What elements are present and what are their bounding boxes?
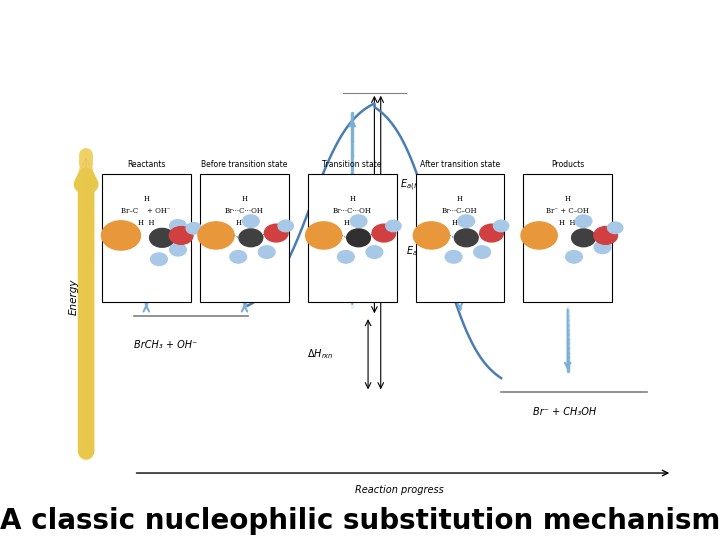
Circle shape: [243, 215, 259, 227]
Text: H  H: H H: [344, 219, 361, 227]
Circle shape: [594, 227, 618, 244]
Circle shape: [264, 224, 288, 242]
Text: A classic nucleophilic substitution mechanism: A classic nucleophilic substitution mech…: [0, 507, 720, 535]
Circle shape: [305, 222, 342, 249]
Circle shape: [170, 220, 186, 232]
Circle shape: [230, 251, 246, 263]
Circle shape: [572, 229, 595, 247]
Text: Transition state: Transition state: [323, 160, 382, 169]
Circle shape: [366, 246, 383, 258]
Bar: [415, 174, 504, 302]
Circle shape: [566, 251, 582, 263]
Circle shape: [198, 222, 234, 249]
Text: H  H: H H: [236, 219, 253, 227]
Circle shape: [338, 251, 354, 263]
Text: H  H: H H: [559, 219, 576, 227]
Text: Br···C···OH: Br···C···OH: [225, 207, 264, 215]
Circle shape: [350, 215, 367, 227]
Text: H: H: [564, 195, 571, 203]
Text: BrCH₃ + OH⁻: BrCH₃ + OH⁻: [134, 340, 197, 350]
Text: H: H: [241, 195, 248, 203]
Text: H  H: H H: [451, 219, 468, 227]
Text: $E_{a(fwd)}$: $E_{a(fwd)}$: [400, 178, 429, 193]
Text: Br···C···OH: Br···C···OH: [333, 207, 372, 215]
Text: Br⁻ + C–OH: Br⁻ + C–OH: [546, 207, 589, 215]
Circle shape: [150, 228, 175, 247]
Bar: [523, 174, 612, 302]
Text: Reaction progress: Reaction progress: [356, 485, 444, 495]
Circle shape: [170, 244, 186, 256]
Text: H  H: H H: [138, 219, 155, 227]
Circle shape: [458, 215, 474, 227]
Text: Br⁻ + CH₃OH: Br⁻ + CH₃OH: [533, 407, 596, 416]
Circle shape: [454, 229, 478, 247]
Circle shape: [575, 215, 592, 227]
Text: Products: Products: [551, 160, 584, 169]
Circle shape: [386, 220, 401, 232]
Circle shape: [493, 220, 509, 232]
Circle shape: [186, 222, 202, 234]
Circle shape: [521, 222, 557, 249]
Circle shape: [474, 246, 490, 258]
Bar: [200, 174, 289, 302]
Circle shape: [445, 251, 462, 263]
Bar: [308, 174, 397, 302]
Text: Reactants: Reactants: [127, 160, 166, 169]
Text: After transition state: After transition state: [420, 160, 500, 169]
Circle shape: [594, 241, 611, 254]
Circle shape: [413, 222, 449, 249]
Text: Br···C–OH: Br···C–OH: [442, 207, 478, 215]
Text: H: H: [349, 195, 355, 203]
Circle shape: [480, 224, 503, 242]
Circle shape: [239, 229, 263, 247]
Circle shape: [278, 220, 293, 232]
Text: $\Delta H_{rxn}$: $\Delta H_{rxn}$: [307, 347, 334, 361]
Bar: [102, 174, 191, 302]
Circle shape: [608, 222, 623, 234]
Text: $E_{a(rev)}$: $E_{a(rev)}$: [406, 245, 434, 260]
Text: Before transition state: Before transition state: [202, 160, 288, 169]
Text: Energy: Energy: [68, 279, 78, 315]
Circle shape: [102, 221, 140, 250]
Circle shape: [169, 227, 193, 244]
Text: Br–C    + OH⁻: Br–C + OH⁻: [122, 207, 171, 215]
Circle shape: [372, 224, 396, 242]
Text: H: H: [457, 195, 463, 203]
Circle shape: [150, 253, 167, 266]
Circle shape: [347, 229, 370, 247]
Circle shape: [258, 246, 275, 258]
Text: H: H: [143, 195, 149, 203]
